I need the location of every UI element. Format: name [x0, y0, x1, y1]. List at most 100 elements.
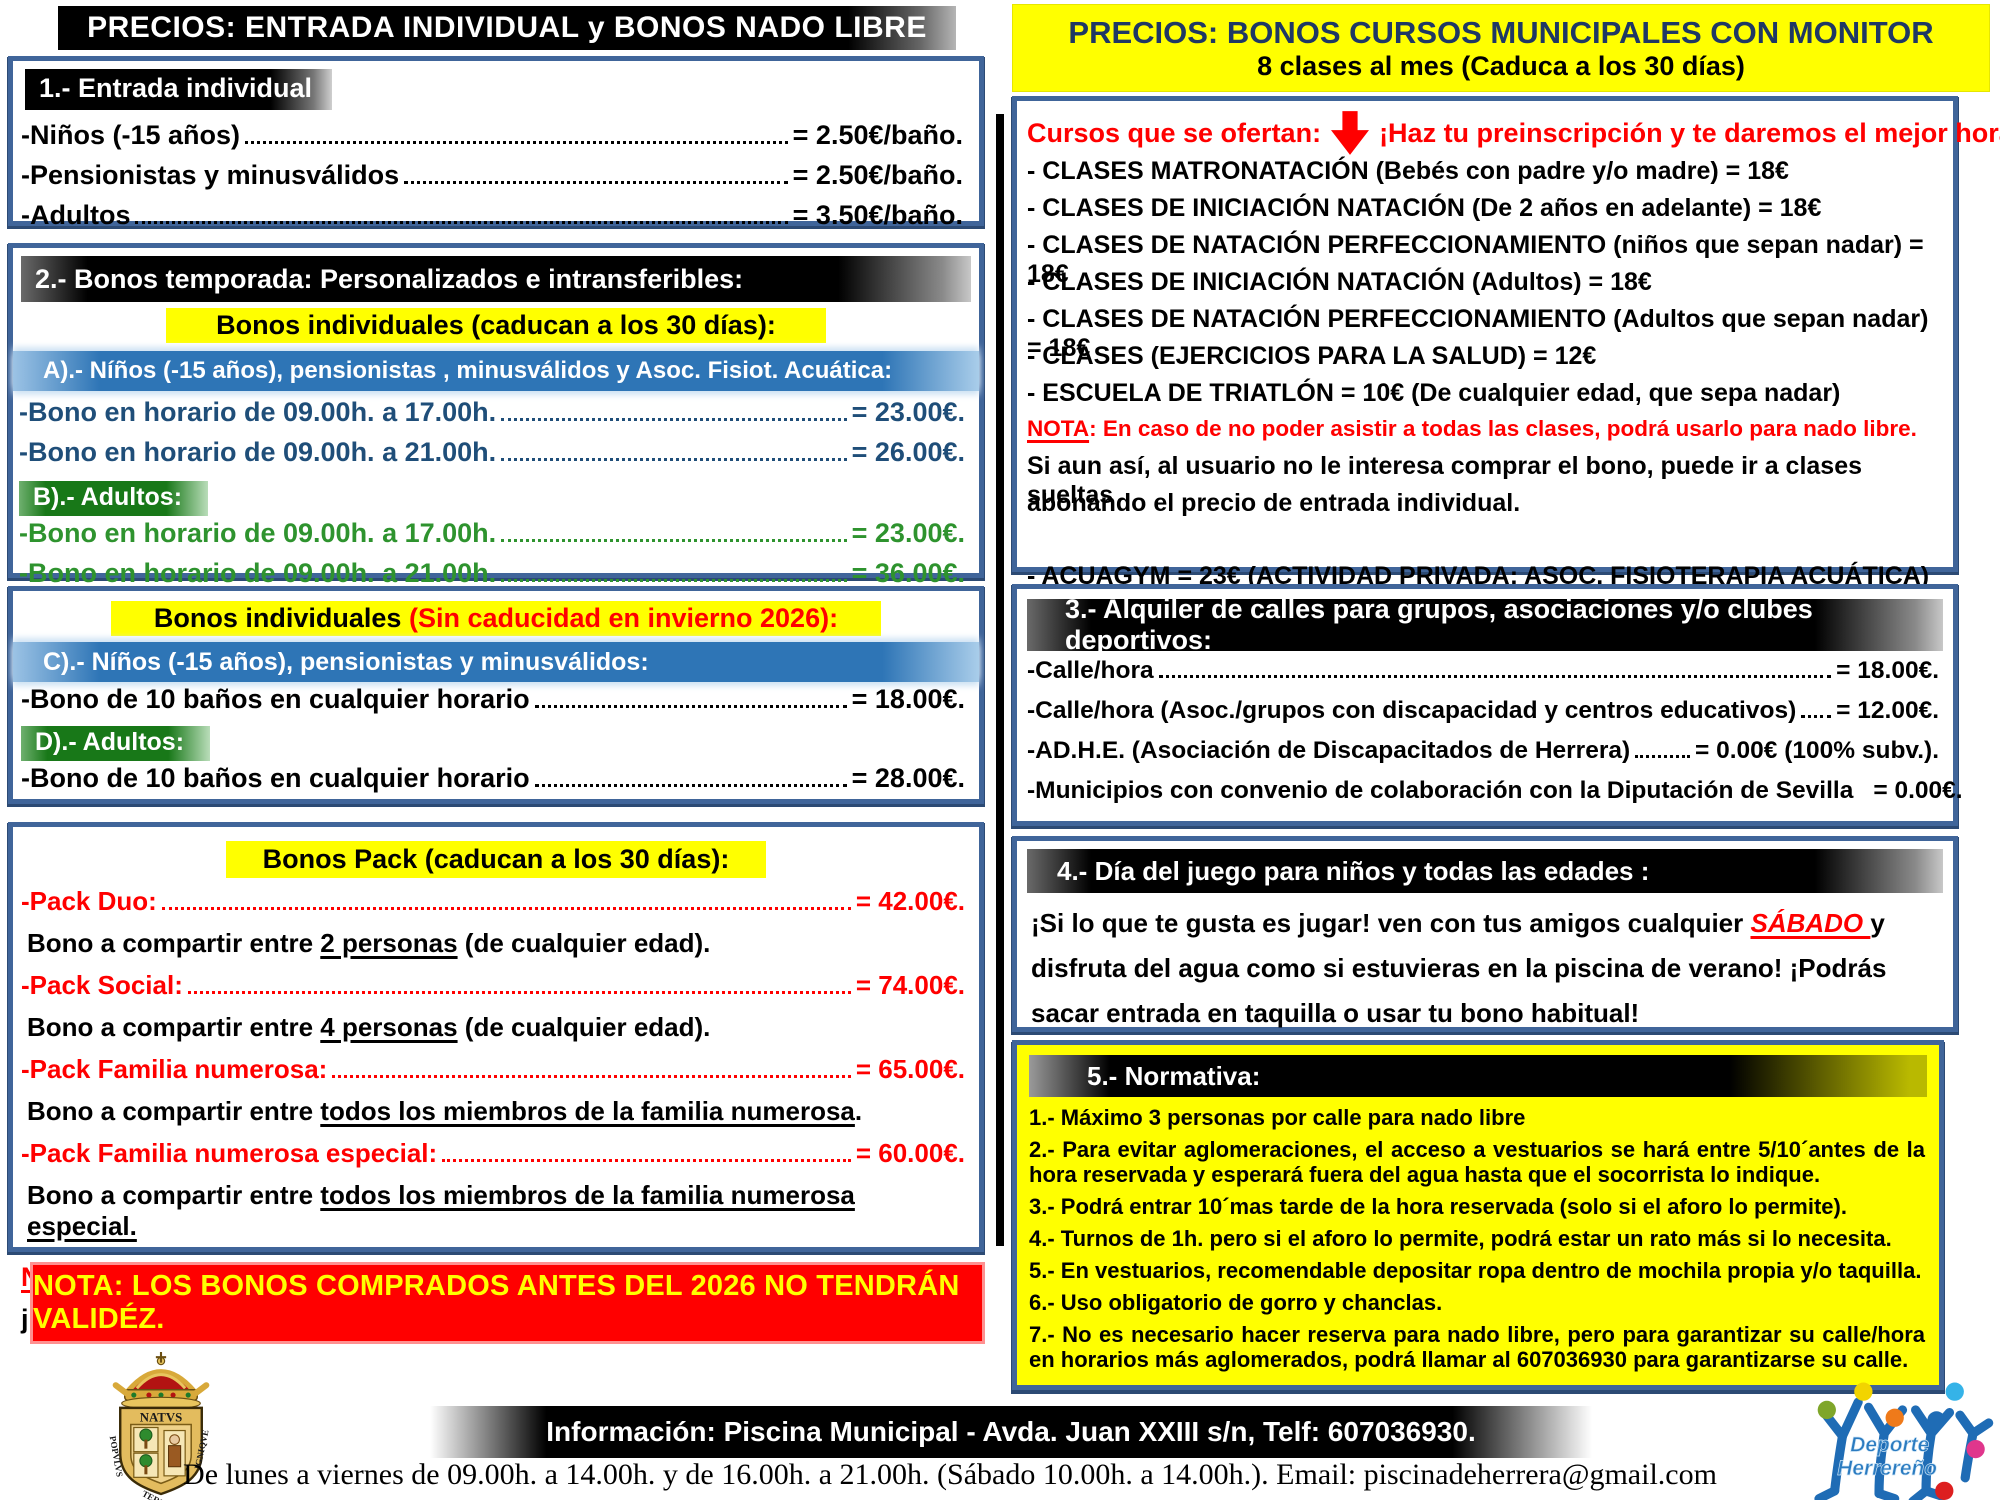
pack-name: -Pack Familia numerosa: — [21, 1054, 328, 1084]
alquiler-line-4: -Municipios con convenio de colaboración… — [1027, 777, 1963, 817]
desc-underlined: 4 personas — [320, 1012, 458, 1042]
cursos-nota: NOTA: En caso de no poder asistir a toda… — [1027, 416, 1941, 452]
section-normativa: 5.- Normativa: 1.- Máximo 3 personas por… — [1012, 1040, 1944, 1390]
norm-rule: 7.- No es necesario hacer reserva para n… — [1029, 1322, 1925, 1372]
price-label: -AD.H.E. (Asociación de Discapacitados d… — [1027, 737, 1631, 764]
left-header-title: PRECIOS: ENTRADA INDIVIDUAL y BONOS NADO… — [87, 11, 927, 44]
pack-value: = 65.00€. — [855, 1054, 965, 1084]
left-header-banner: PRECIOS: ENTRADA INDIVIDUAL y BONOS NADO… — [58, 6, 956, 50]
norm-rule: 4.- Turnos de 1h. pero si el aforo lo pe… — [1029, 1226, 1892, 1251]
price-value: = 3.50€/baño. — [792, 200, 963, 230]
groupD-chip: D).- Adultos: — [21, 726, 211, 761]
price-line-a2: -Bono en horario de 09.00h. a 21.00h. = … — [19, 437, 965, 477]
pack-desc-familia: Bono a compartir entre todos los miembro… — [21, 1096, 965, 1138]
groupB-title: B).- Adultos: — [33, 483, 183, 511]
price-line-b2: -Bono en horario de 09.00h. a 21.00h. = … — [19, 558, 965, 598]
price-label: -Bono en horario de 09.00h. a 17.00h. — [19, 518, 497, 548]
section2-subtitle-highlight: Bonos individuales (caducan a los 30 día… — [166, 308, 826, 343]
price-value: = 0.00€. — [1873, 777, 1963, 804]
dotted-leader — [332, 1057, 851, 1078]
curso-item: - CLASES DE NATACIÓN PERFECCIONAMIENTO (… — [1027, 231, 1924, 288]
section3-title: 3.- Alquiler de calles para grupos, asoc… — [1065, 594, 1813, 655]
dia-juego-text: ¡Si lo que te gusta es jugar! ven con tu… — [1031, 908, 1751, 938]
pack-title: Bonos Pack (caducan a los 30 días): — [262, 844, 730, 874]
crest-word-top: NATVS — [140, 1410, 183, 1424]
price-value: = 18.00€. — [1836, 657, 1939, 684]
groupA-bar: A).- Níños (-15 años), pensionistas , mi… — [13, 351, 979, 391]
dotted-leader — [404, 163, 788, 184]
desc-underlined: todos los miembros de la familia numeros… — [27, 1180, 855, 1241]
cursos-after-2: abonando el precio de entrada individual… — [1027, 489, 1521, 517]
herrera-crest-logo: NATVS IGNIQVE POPVLVS TERRO — [108, 1352, 211, 1500]
cursos-intro-label: Cursos que se ofertan: — [1027, 117, 1322, 148]
footer-info-text: Información: Piscina Municipal - Avda. J… — [546, 1416, 1476, 1447]
norm-rule: 5.- En vestuarios, recomendable deposita… — [1029, 1258, 1922, 1283]
dotted-leader — [161, 889, 851, 910]
alquiler-line-3: -AD.H.E. (Asociación de Discapacitados d… — [1027, 737, 1939, 777]
red-down-arrow-icon — [1331, 111, 1370, 155]
dotted-leader — [245, 123, 788, 144]
section-cursos: Cursos que se ofertan: ¡Haz tu preinscri… — [1012, 96, 2000, 590]
pack-value: = 74.00€. — [855, 970, 965, 1000]
pack-line-familia-especial: -Pack Familia numerosa especial: = 60.00… — [21, 1138, 965, 1180]
groupB-chip: B).- Adultos: — [19, 481, 209, 516]
price-value: = 26.00€. — [851, 437, 965, 467]
crest-word-bottom: TERRO — [140, 1488, 173, 1500]
dotted-leader — [1635, 738, 1690, 758]
desc-underlined: 2 personas — [320, 928, 458, 958]
dotted-leader — [534, 687, 847, 708]
logo-text-herrereno: Herrereño — [1837, 1457, 1937, 1480]
curso-item: - CLASES DE NATACIÓN PERFECCIONAMIENTO (… — [1027, 305, 1929, 362]
price-label: -Calle/hora (Asoc./grupos con discapacid… — [1027, 697, 1797, 724]
price-line-b1: -Bono en horario de 09.00h. a 17.00h. = … — [19, 518, 965, 558]
section4-title: 4.- Día del juego para niños y todas las… — [1057, 855, 1650, 886]
section-dia-del-juego: 4.- Día del juego para niños y todas las… — [1012, 836, 1958, 1032]
section-bonos-pack: Bonos Pack (caducan a los 30 días): -Pac… — [8, 822, 984, 1334]
crest-crown — [112, 1352, 210, 1410]
price-value: = 0.00€ (100% subv.). — [1695, 737, 1939, 764]
desc-text: . — [854, 1096, 863, 1126]
section4-title-banner: 4.- Día del juego para niños y todas las… — [1027, 849, 1943, 893]
right-header-banner: PRECIOS: BONOS CURSOS MUNICIPALES CON MO… — [1012, 4, 1990, 92]
dotted-leader — [135, 203, 788, 224]
pack-line-familia: -Pack Familia numerosa: = 65.00€. — [21, 1054, 965, 1096]
price-line-pensionistas: -Pensionistas y minusválidos = 2.50€/bañ… — [21, 160, 963, 200]
price-label: -Niños (-15 años) — [21, 120, 241, 150]
footer-schedule: De lunes a viernes de 09.00h. a 14.00h. … — [100, 1458, 1800, 1492]
cursos-after-1: Si aun así, al usuario no le interesa co… — [1027, 452, 1863, 509]
groupC-title: C).- Níños (-15 años), pensionistas y mi… — [43, 647, 649, 676]
section5-title: 5.- Normativa: — [1087, 1060, 1261, 1091]
price-label: -Bono en horario de 09.00h. a 21.00h. — [19, 558, 497, 588]
price-label: -Calle/hora — [1027, 657, 1154, 684]
price-value: = 2.50€/baño. — [792, 120, 963, 150]
section2-subtitle: Bonos individuales (caducan a los 30 día… — [216, 310, 776, 340]
pack-desc-familia-especial: Bono a compartir entre todos los miembro… — [21, 1180, 965, 1241]
cursos-intro: Cursos que se ofertan: ¡Haz tu preinscri… — [1027, 109, 2000, 157]
cursos-intro-rest: ¡Haz tu preinscripción y te daremos el m… — [1379, 117, 2000, 148]
price-line-d: -Bono de 10 baños en cualquier horario =… — [21, 763, 965, 803]
footer-schedule-text: De lunes a viernes de 09.00h. a 14.00h. … — [183, 1458, 1717, 1491]
price-value: = 23.00€. — [851, 397, 965, 427]
desc-text: Bono a compartir entre — [27, 1180, 321, 1210]
section3-title-red: (Sin caducidad en invierno 2026): — [408, 603, 839, 633]
section3-title-banner: 3.- Alquiler de calles para grupos, asoc… — [1027, 594, 1943, 655]
price-value: = 18.00€. — [851, 684, 965, 714]
groupA-title: A).- Níños (-15 años), pensionistas , mi… — [43, 357, 893, 384]
price-line-ninos: -Niños (-15 años) = 2.50€/baño. — [21, 120, 963, 160]
pack-name: -Pack Social: — [21, 970, 183, 1000]
norm-rule: 2.- Para evitar aglomeraciones, el acces… — [1029, 1137, 1925, 1187]
dotted-leader — [501, 440, 847, 461]
price-label: -Bono de 10 baños en cualquier horario — [21, 763, 530, 793]
dotted-leader — [1801, 698, 1832, 718]
pack-value: = 60.00€. — [855, 1138, 965, 1168]
section-bonos-sin-caducidad: Bonos individuales (Sin caducidad en inv… — [8, 586, 984, 804]
curso-item: - ESCUELA DE TRIATLÓN = 10€ (De cualquie… — [1027, 379, 1841, 407]
crest-shield: NATVS IGNIQVE POPVLVS TERRO — [108, 1406, 211, 1500]
alert-text: NOTA: LOS BONOS COMPRADOS ANTES DEL 2026… — [33, 1270, 960, 1335]
pack-line-duo: -Pack Duo: = 42.00€. — [21, 886, 965, 928]
price-label: -Pensionistas y minusválidos — [21, 160, 400, 190]
norm-rule: 3.- Podrá entrar 10´mas tarde de la hora… — [1029, 1194, 1847, 1219]
section-alquiler-calles: 3.- Alquiler de calles para grupos, asoc… — [1012, 584, 1963, 826]
section1-title: 1.- Entrada individual — [39, 73, 313, 103]
desc-text: Bono a compartir entre — [27, 1012, 321, 1042]
